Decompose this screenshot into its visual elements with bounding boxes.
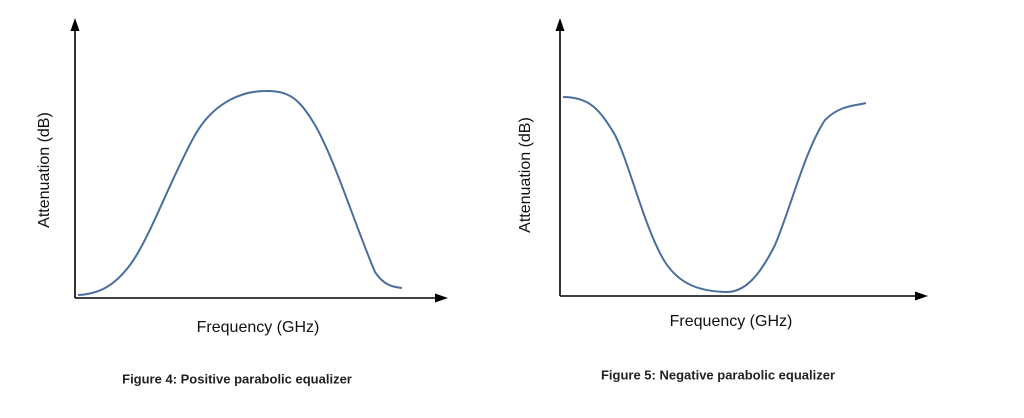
curve (562, 96, 867, 294)
figure-5: Attenuation (dB) Frequency (GHz) Figure … (517, 18, 928, 382)
x-axis-label: Frequency (GHz) (670, 313, 793, 330)
caption: Figure 5: Negative parabolic equalizer (601, 367, 835, 382)
y-axis-label: Attenuation (dB) (36, 112, 53, 228)
figure-4: Attenuation (dB) Frequency (GHz) Figure … (36, 18, 448, 386)
caption: Figure 4: Positive parabolic equalizer (122, 371, 352, 386)
x-axis-arrow (435, 293, 448, 303)
y-axis-arrow (70, 18, 80, 31)
y-axis-label: Attenuation (dB) (517, 117, 534, 233)
x-axis-arrow (915, 291, 928, 301)
x-axis-label: Frequency (GHz) (197, 319, 320, 336)
y-axis-arrow (555, 18, 565, 31)
curve (77, 89, 403, 296)
